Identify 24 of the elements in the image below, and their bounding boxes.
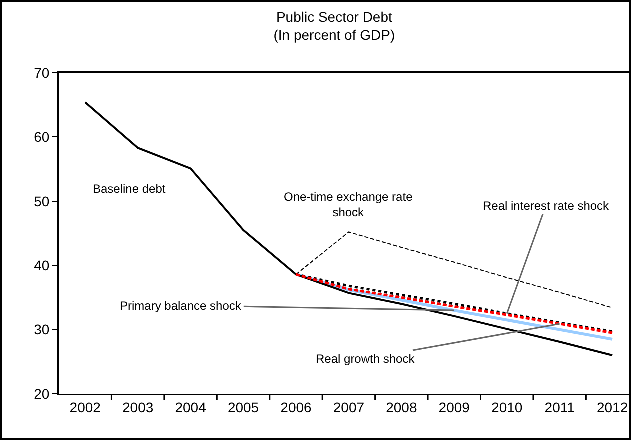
- x-tick-label: 2005: [228, 399, 260, 416]
- y-tick-label: 20: [34, 386, 50, 402]
- x-tick-label: 2007: [333, 399, 365, 416]
- x-tick-label: 2003: [122, 399, 154, 416]
- x-tick-label: 2012: [596, 399, 628, 416]
- y-tick-label: 70: [34, 64, 50, 81]
- x-tick-label: 2011: [544, 399, 576, 416]
- chart-subtitle: (In percent of GDP): [274, 27, 396, 44]
- x-tick-label: 2004: [175, 399, 207, 416]
- text: Real interest rate shock: [483, 199, 610, 213]
- text: Real growth shock: [316, 352, 416, 366]
- chart-title: Public Sector Debt: [276, 9, 393, 25]
- x-tick-label: 2010: [492, 399, 523, 416]
- x-tick-label: 2006: [280, 399, 312, 416]
- y-tick-label: 60: [34, 129, 50, 146]
- x-tick-label: 2008: [386, 399, 418, 416]
- text: One-time exchange rate shock: [284, 190, 414, 220]
- y-tick-label: 40: [34, 258, 50, 274]
- x-tick-label: 2002: [70, 399, 102, 416]
- y-tick-label: 50: [34, 193, 50, 210]
- text: Primary balance shock: [120, 299, 242, 313]
- y-tick-label: 30: [34, 322, 50, 338]
- series-label: Baseline debt: [93, 182, 166, 196]
- x-tick-label: 2009: [438, 399, 470, 416]
